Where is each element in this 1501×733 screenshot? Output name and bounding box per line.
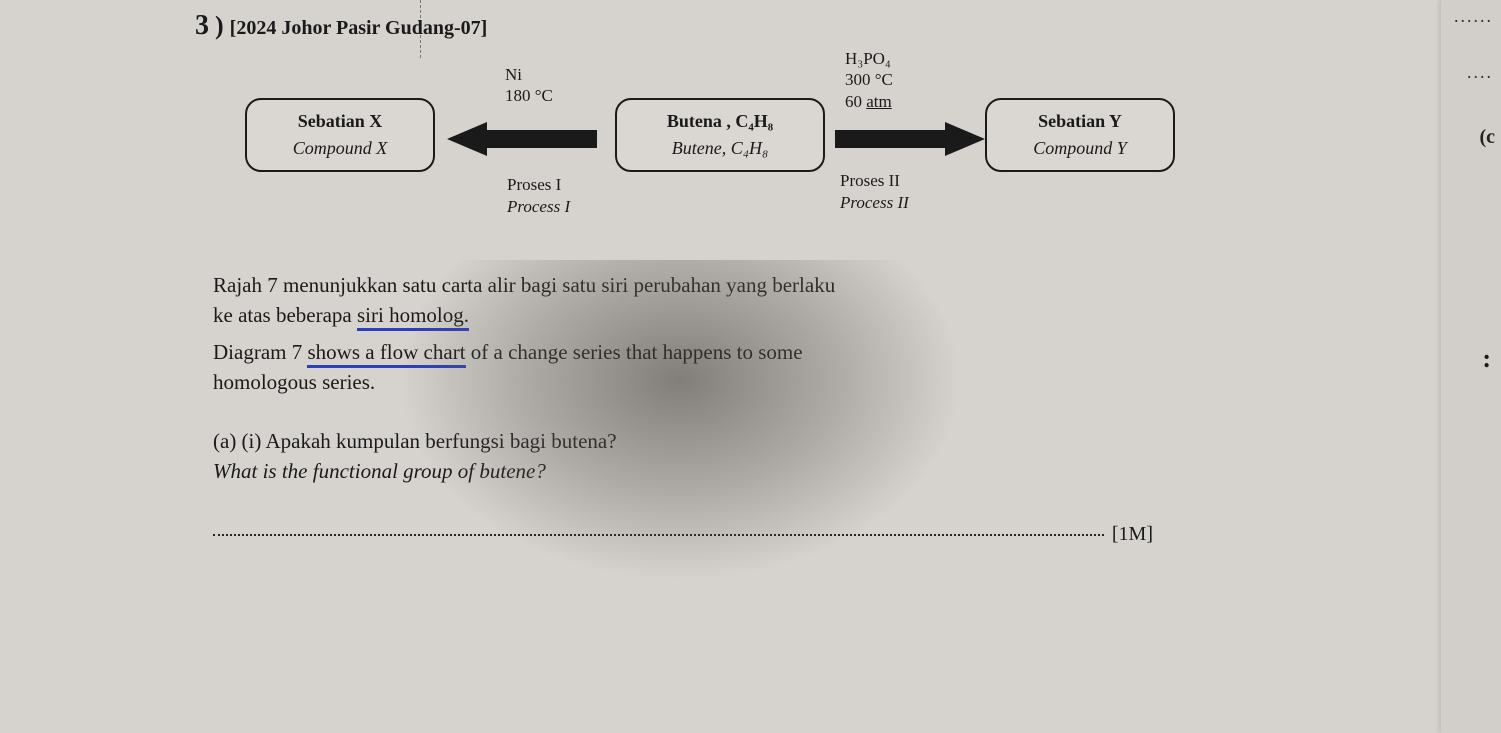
para-en1c: of a change series that happens to some bbox=[466, 340, 803, 364]
proc1-bm: Proses I bbox=[507, 174, 570, 196]
para-bm1: Rajah 7 menunjukkan satu carta alir bagi… bbox=[213, 273, 835, 297]
sub-question: (a) (i) Apakah kumpulan berfungsi bagi b… bbox=[213, 426, 1185, 487]
proc2-bm: Proses II bbox=[840, 170, 909, 192]
para-bm2a: ke atas beberapa bbox=[213, 303, 357, 327]
flow-box-compound-x: Sebatian X Compound X bbox=[245, 98, 435, 172]
subq-en: What is the functional group of butene? bbox=[213, 456, 1185, 486]
frag-dots-2: .... bbox=[1467, 62, 1493, 83]
marks-label: [1M] bbox=[1112, 523, 1153, 546]
box-left-title: Sebatian X bbox=[265, 108, 415, 135]
box-left-sub: Compound X bbox=[265, 135, 415, 162]
box-mid-title: Butena , C₄H₈ bbox=[635, 108, 805, 135]
right-page-fragment: ...... .... (c : bbox=[1441, 0, 1501, 733]
flow-box-butene: Butena , C₄H₈ Butene, C₄H₈ bbox=[615, 98, 825, 172]
box-right-title: Sebatian Y bbox=[1005, 108, 1155, 135]
cond1-line1: Ni bbox=[505, 64, 553, 85]
box-mid-sub: Butene, C₄H₈ bbox=[635, 135, 805, 162]
question-header: 3) [2024 Johor Pasir Gudang-07] bbox=[195, 10, 1185, 42]
cond2-line2: 300 °C bbox=[845, 69, 893, 90]
frag-colon: : bbox=[1482, 344, 1491, 374]
condition-process-1: Ni 180 °C bbox=[505, 64, 553, 107]
proc2-en: Process II bbox=[840, 192, 909, 214]
paragraph-bm: Rajah 7 menunjukkan satu carta alir bagi… bbox=[213, 270, 1185, 331]
cond2-unit: atm bbox=[866, 92, 892, 111]
flowchart: Ni 180 °C H₃PO₄ 300 °C 60 atm Sebatian X… bbox=[245, 70, 1185, 240]
para-bm2b: siri homolog. bbox=[357, 303, 469, 331]
process-2-label: Proses II Process II bbox=[840, 170, 909, 214]
cond1-line2: 180 °C bbox=[505, 85, 553, 106]
para-en1a: Diagram 7 bbox=[213, 340, 307, 364]
proc1-en: Process I bbox=[507, 196, 570, 218]
cond2-val: 60 bbox=[845, 92, 866, 111]
arrow-right-icon bbox=[835, 122, 985, 156]
content-area: 3) [2024 Johor Pasir Gudang-07] Ni 180 °… bbox=[195, 10, 1185, 546]
para-en2: homologous series. bbox=[213, 370, 375, 394]
condition-process-2: H₃PO₄ 300 °C 60 atm bbox=[845, 48, 893, 112]
page-background: 3) [2024 Johor Pasir Gudang-07] Ni 180 °… bbox=[0, 0, 1501, 733]
question-reference: [2024 Johor Pasir Gudang-07] bbox=[230, 17, 488, 40]
frag-letter: (c bbox=[1479, 126, 1495, 149]
dotted-fill bbox=[213, 534, 1104, 536]
box-right-sub: Compound Y bbox=[1005, 135, 1155, 162]
question-number: 3 bbox=[195, 10, 209, 42]
cond2-line3: 60 atm bbox=[845, 91, 893, 112]
paragraph-en: Diagram 7 shows a flow chart of a change… bbox=[213, 337, 1185, 398]
para-en1b: shows a flow chart bbox=[307, 340, 465, 368]
answer-line: [1M] bbox=[213, 523, 1153, 546]
question-paren: ) bbox=[215, 11, 224, 41]
cond2-line1: H₃PO₄ bbox=[845, 48, 893, 69]
arrow-left-icon bbox=[447, 122, 597, 156]
frag-dots-1: ...... bbox=[1454, 6, 1493, 27]
process-1-label: Proses I Process I bbox=[507, 174, 570, 218]
subq-bm: (a) (i) Apakah kumpulan berfungsi bagi b… bbox=[213, 426, 1185, 456]
flow-box-compound-y: Sebatian Y Compound Y bbox=[985, 98, 1175, 172]
